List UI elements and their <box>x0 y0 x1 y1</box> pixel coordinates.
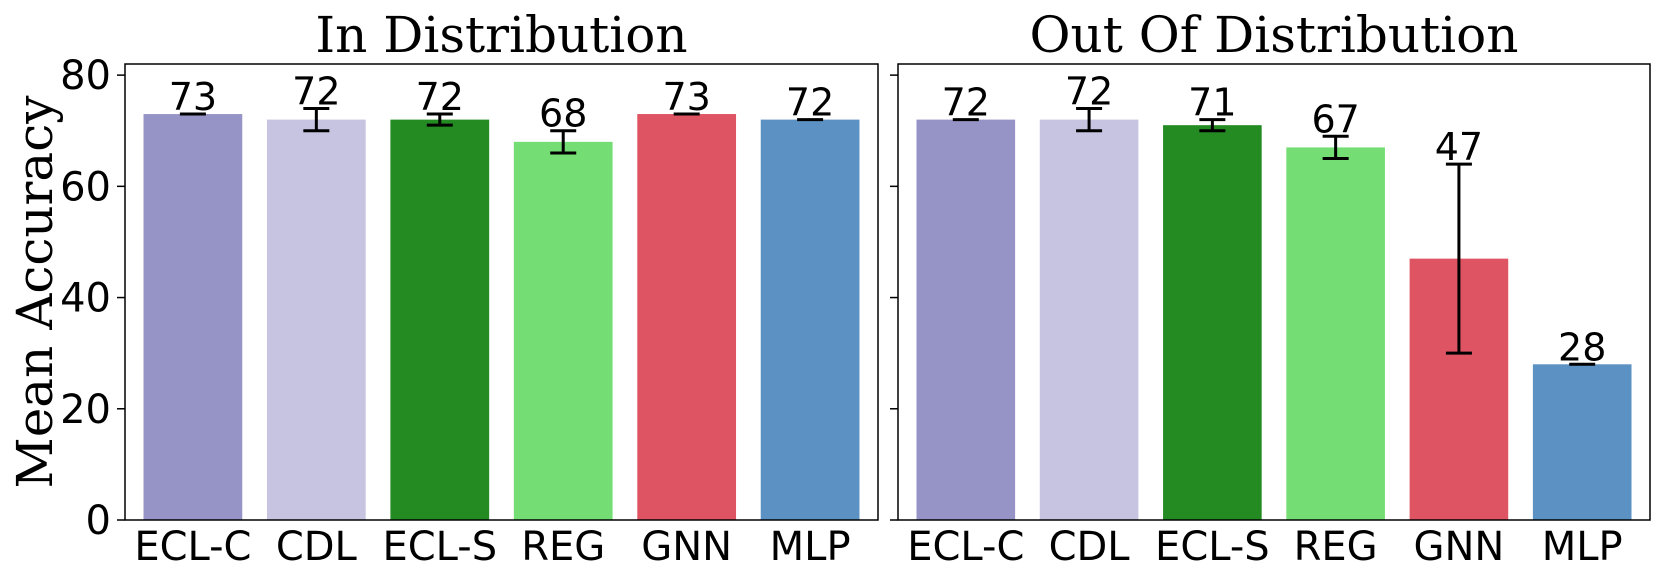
x-tick-label: ECL-S <box>382 524 497 570</box>
bar-ecl-s <box>1163 125 1262 521</box>
data-label: 73 <box>169 75 217 119</box>
bar-gnn <box>637 114 737 521</box>
data-label: 28 <box>1558 325 1606 369</box>
x-tick-label: REG <box>1294 524 1378 570</box>
x-tick-label: ECL-C <box>134 524 251 570</box>
bar-ecl-s <box>390 119 490 521</box>
x-tick-label: MLP <box>1542 524 1623 570</box>
data-label: 72 <box>292 69 340 113</box>
chart-title: Out Of Distribution <box>1030 6 1519 64</box>
bar-mlp <box>1532 364 1632 520</box>
chart-panel-2: Out Of Distribution 72 ECL-C 72 CDL 71 ECL-S 67… <box>890 6 1651 570</box>
x-tick-label: CDL <box>1049 524 1131 570</box>
bar-cdl <box>266 119 366 521</box>
x-tick-label: GNN <box>641 524 732 570</box>
bar-ecl-c <box>143 114 243 521</box>
plot-frame <box>897 63 1651 521</box>
data-label: 71 <box>1188 81 1236 125</box>
y-tick-label: 0 <box>86 498 111 544</box>
y-tick-label: 20 <box>60 387 111 433</box>
y-tick-label: 40 <box>60 276 111 322</box>
x-tick-label: GNN <box>1413 524 1504 570</box>
x-tick-label: REG <box>521 524 605 570</box>
chart-title: In Distribution <box>315 6 687 64</box>
plot-frame <box>124 63 879 521</box>
data-label: 72 <box>416 75 464 119</box>
x-tick-label: MLP <box>770 524 851 570</box>
y-tick-label: 80 <box>60 53 111 99</box>
chart-panel-1: In Distribution Mean Accuracy 0 20 40 60 80 73 E… <box>6 6 879 570</box>
bar-reg <box>513 141 613 521</box>
data-label: 72 <box>942 81 990 125</box>
bar-mlp <box>760 119 860 521</box>
data-label: 73 <box>662 75 710 119</box>
y-axis-label: Mean Accuracy <box>6 95 64 489</box>
data-label: 72 <box>1065 69 1113 113</box>
data-label: 72 <box>786 81 834 125</box>
data-label: 68 <box>539 92 587 136</box>
bar-cdl <box>1039 119 1139 521</box>
data-label: 67 <box>1311 97 1359 141</box>
data-label: 47 <box>1435 125 1483 169</box>
bar-reg <box>1286 147 1385 521</box>
x-tick-label: CDL <box>276 524 358 570</box>
y-tick-label: 60 <box>60 164 111 210</box>
bar-ecl-c <box>916 119 1016 521</box>
x-tick-label: ECL-C <box>907 524 1024 570</box>
x-tick-label: ECL-S <box>1155 524 1270 570</box>
